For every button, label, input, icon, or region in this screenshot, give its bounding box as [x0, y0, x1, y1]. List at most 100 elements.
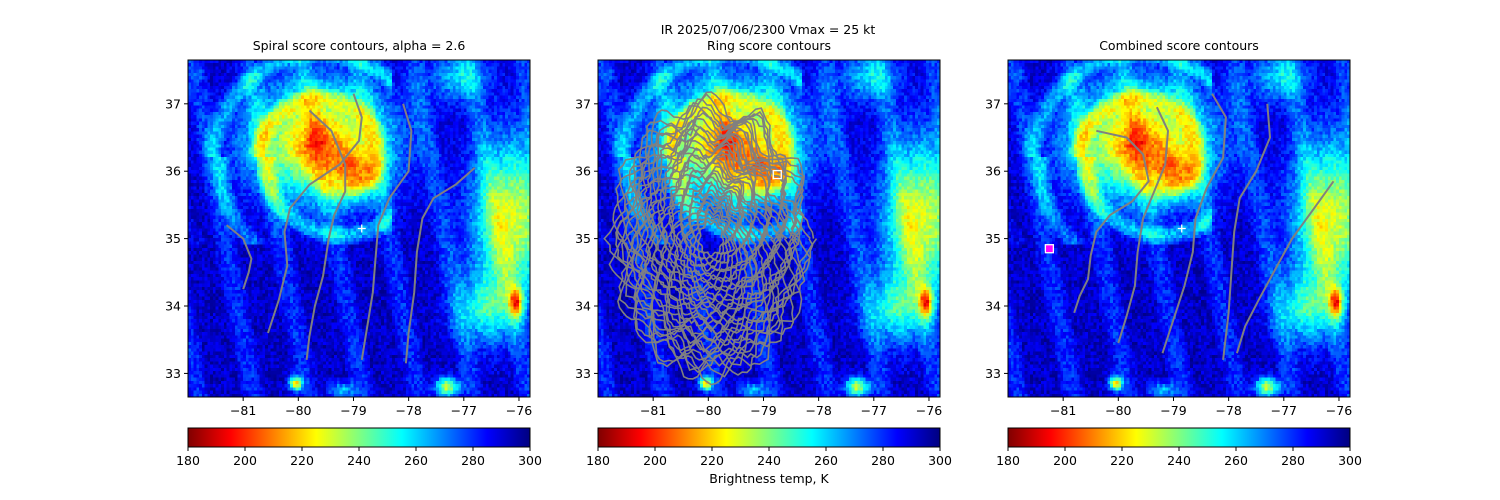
colorbar-tick-label: 260 [404, 453, 428, 468]
ring-contour-30 [615, 106, 805, 370]
score-contour-4 [1222, 103, 1271, 361]
colorbar-tick-label: 180 [586, 453, 610, 468]
x-tick-label: −80 [1105, 403, 1131, 418]
x-tick-label: −76 [916, 403, 942, 418]
axes-frame [597, 59, 941, 398]
colorbar-tick-label: 220 [700, 453, 724, 468]
y-tick-label: 34 [575, 299, 591, 314]
center-plus-marker [1177, 224, 1186, 233]
ring-contour-13 [664, 172, 758, 304]
x-tick-label: −79 [750, 403, 776, 418]
y-tick-label: 37 [575, 96, 591, 111]
ring-contour-5 [686, 204, 736, 273]
score-contour-2 [267, 93, 363, 334]
ring-contour-7 [681, 196, 742, 281]
colorbar-gradient [1007, 427, 1351, 448]
x-tick-label: −81 [230, 403, 256, 418]
y-tick-label: 33 [165, 366, 181, 381]
axes-frame [187, 59, 531, 398]
y-tick-label: 35 [985, 231, 1001, 246]
ring-contour-3 [692, 212, 730, 265]
colorbar-tick-label: 240 [757, 453, 781, 468]
plot-area [603, 91, 818, 386]
colorbar-gradient [597, 427, 941, 448]
colorbar-tick-label: 300 [1338, 453, 1362, 468]
colorbar-tick-label: 300 [928, 453, 952, 468]
colorbar-tick-label: 220 [1110, 453, 1134, 468]
score-contour-5 [404, 167, 476, 364]
y-tick-label: 37 [985, 96, 1001, 111]
x-tick-label: −81 [640, 403, 666, 418]
ring-contour-19 [647, 151, 774, 327]
y-tick-label: 36 [165, 164, 181, 179]
colorbar-3: 180 200 220 240 260 280 300 [996, 427, 1362, 468]
ring-contour-21 [643, 143, 782, 335]
ring-contour-9 [675, 189, 748, 289]
x-tick-label: −81 [1050, 403, 1076, 418]
score-contour-2 [1117, 106, 1169, 344]
x-tick-label: −78 [1215, 403, 1241, 418]
panel-3: −81 −80 −79 −78 −77 −76 33 34 35 36 37 [985, 59, 1352, 418]
panel-3-title: Combined score contours [1099, 38, 1259, 53]
colorbar-tick-label: 240 [347, 453, 371, 468]
panel-1: −81 −80 −79 −78 −77 −76 33 34 35 36 37 [165, 59, 532, 418]
plot-area [1044, 93, 1335, 361]
x-tick-label: −80 [285, 403, 311, 418]
ring-contour-10 [672, 184, 750, 292]
score-contour-3 [1161, 93, 1227, 354]
colorbar-tick-label: 180 [176, 453, 200, 468]
y-tick-label: 33 [575, 366, 591, 381]
x-tick-label: −76 [506, 403, 532, 418]
y-tick-label: 34 [985, 299, 1001, 314]
score-contour-5 [1235, 180, 1335, 354]
center-box-marker [772, 169, 782, 180]
colorbar-tick-label: 280 [1281, 453, 1305, 468]
ring-contour-1 [697, 220, 725, 257]
panel-2: −81 −80 −79 −78 −77 −76 33 34 35 36 37 [575, 59, 942, 418]
x-tick-label: −79 [1160, 403, 1186, 418]
y-tick-label: 33 [985, 366, 1001, 381]
axes-frame [1007, 59, 1351, 398]
colorbar-tick-label: 300 [518, 453, 542, 468]
colorbar-tick-label: 280 [871, 453, 895, 468]
x-tick-label: −76 [1326, 403, 1352, 418]
score-contour-1 [225, 224, 253, 290]
y-tick-label: 35 [575, 231, 591, 246]
colorbar-label: Brightness temp, K [709, 471, 829, 486]
colorbar-tick-label: 200 [643, 453, 667, 468]
y-tick-label: 36 [575, 164, 591, 179]
ring-contour-12 [668, 176, 754, 301]
score-contour-3 [305, 109, 347, 361]
y-tick-label: 35 [165, 231, 181, 246]
panel-1-title: Spiral score contours, alpha = 2.6 [252, 38, 466, 53]
center-plus-marker [357, 224, 366, 233]
score-contour-1 [1073, 129, 1150, 314]
x-tick-label: −79 [340, 403, 366, 418]
x-tick-label: −77 [451, 403, 477, 418]
colorbar-tick-label: 200 [1053, 453, 1077, 468]
figure-suptitle: IR 2025/07/06/2300 Vmax = 25 kt [660, 22, 876, 37]
colorbar-tick-label: 180 [996, 453, 1020, 468]
plot-area [225, 93, 476, 364]
x-tick-label: −80 [695, 403, 721, 418]
colorbar-tick-label: 240 [1167, 453, 1191, 468]
colorbar-1: 180 200 220 240 260 280 300 [176, 427, 542, 468]
x-tick-label: −78 [805, 403, 831, 418]
y-tick-label: 34 [165, 299, 181, 314]
colorbar-2: 180 200 220 240 260 280 300 [586, 427, 952, 468]
colorbar-tick-label: 280 [461, 453, 485, 468]
panel-2-title: Ring score contours [706, 38, 832, 53]
ring-contour-31 [615, 105, 806, 374]
colorbar-gradient [187, 427, 531, 448]
score-contour-4 [360, 103, 413, 361]
y-tick-label: 37 [165, 96, 181, 111]
center-box-marker [1044, 244, 1055, 254]
colorbar-tick-label: 220 [290, 453, 314, 468]
x-tick-label: −77 [1271, 403, 1297, 418]
ring-contour-33 [608, 92, 814, 380]
colorbar-tick-label: 260 [814, 453, 838, 468]
y-tick-label: 36 [985, 164, 1001, 179]
ring-contour-16 [657, 161, 767, 314]
x-tick-label: −78 [395, 403, 421, 418]
